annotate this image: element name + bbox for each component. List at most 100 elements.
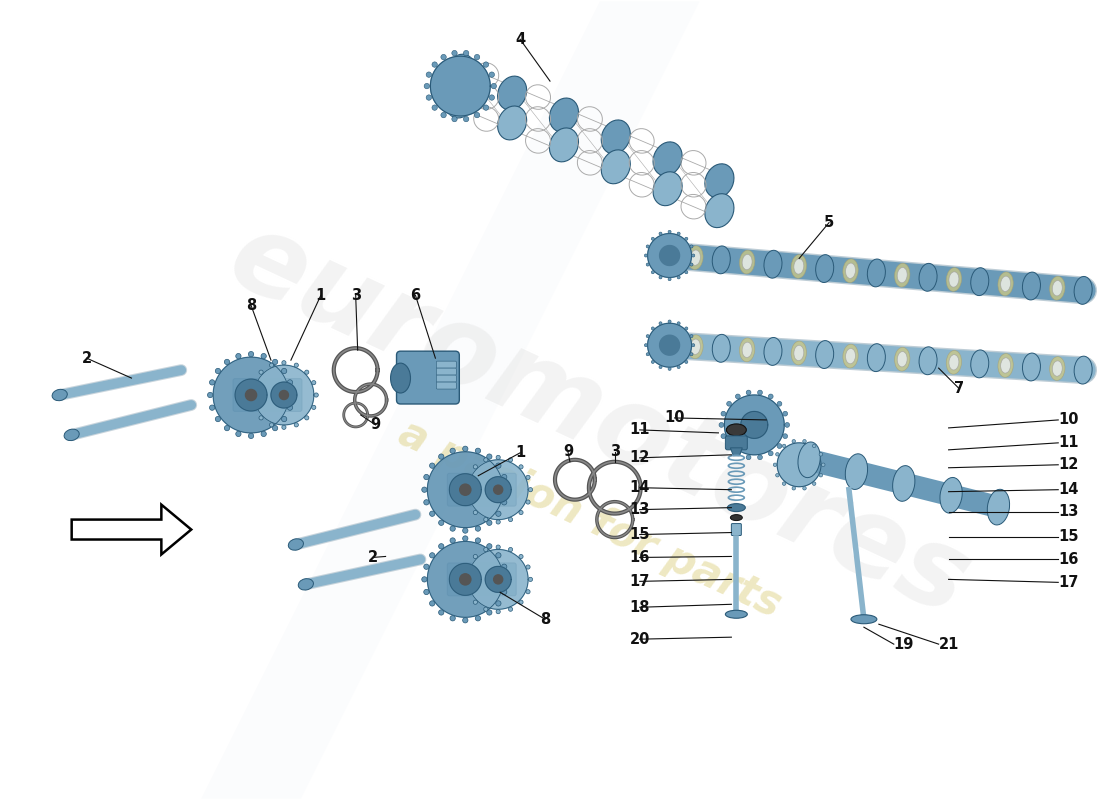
Text: 16: 16: [629, 550, 650, 565]
Ellipse shape: [898, 267, 907, 282]
Circle shape: [645, 254, 648, 257]
Ellipse shape: [971, 350, 989, 378]
Circle shape: [659, 232, 662, 235]
Circle shape: [651, 238, 654, 240]
Circle shape: [496, 511, 500, 516]
Circle shape: [432, 105, 438, 110]
Ellipse shape: [742, 254, 752, 270]
Circle shape: [678, 322, 680, 325]
Circle shape: [758, 390, 762, 395]
Text: 15: 15: [629, 527, 650, 542]
Circle shape: [209, 380, 214, 385]
Text: 10: 10: [664, 410, 685, 426]
Circle shape: [646, 353, 649, 356]
Circle shape: [311, 406, 316, 410]
Circle shape: [216, 368, 221, 374]
Ellipse shape: [653, 142, 682, 176]
Circle shape: [252, 381, 256, 385]
Circle shape: [424, 590, 429, 594]
Circle shape: [474, 113, 480, 118]
Circle shape: [746, 390, 751, 395]
Text: 13: 13: [1058, 504, 1079, 519]
Text: 17: 17: [629, 574, 650, 589]
Circle shape: [502, 500, 507, 505]
Circle shape: [270, 422, 274, 427]
Circle shape: [526, 590, 530, 594]
Circle shape: [685, 270, 688, 274]
FancyBboxPatch shape: [732, 523, 741, 535]
FancyBboxPatch shape: [437, 375, 456, 382]
Circle shape: [475, 448, 481, 454]
Circle shape: [494, 485, 503, 494]
Polygon shape: [648, 234, 692, 278]
Ellipse shape: [1001, 276, 1011, 291]
Circle shape: [646, 334, 649, 338]
Text: 14: 14: [629, 480, 650, 495]
Circle shape: [249, 434, 254, 438]
Text: 7: 7: [954, 381, 964, 395]
Circle shape: [496, 610, 500, 614]
Circle shape: [460, 484, 471, 495]
Ellipse shape: [1001, 358, 1011, 373]
Circle shape: [216, 417, 221, 422]
Text: 10: 10: [1058, 413, 1079, 427]
Circle shape: [258, 370, 263, 374]
Circle shape: [250, 393, 254, 397]
Circle shape: [502, 590, 507, 594]
Circle shape: [439, 520, 444, 526]
Circle shape: [690, 353, 693, 356]
Circle shape: [519, 554, 524, 558]
Ellipse shape: [898, 351, 907, 367]
Circle shape: [768, 394, 773, 399]
Circle shape: [496, 553, 500, 558]
Circle shape: [466, 475, 471, 479]
Ellipse shape: [946, 268, 961, 291]
Circle shape: [439, 454, 444, 459]
Circle shape: [496, 463, 500, 468]
Circle shape: [475, 538, 481, 543]
Circle shape: [484, 518, 488, 522]
Polygon shape: [485, 566, 512, 592]
Ellipse shape: [52, 390, 67, 401]
Ellipse shape: [843, 344, 858, 368]
Circle shape: [820, 474, 823, 477]
Circle shape: [776, 453, 779, 456]
Circle shape: [452, 50, 458, 56]
Circle shape: [645, 344, 648, 346]
Text: 13: 13: [629, 502, 650, 517]
Circle shape: [813, 482, 816, 486]
Circle shape: [463, 116, 469, 122]
Ellipse shape: [867, 259, 886, 287]
Circle shape: [483, 62, 488, 67]
Circle shape: [486, 610, 492, 615]
Text: 1: 1: [515, 446, 525, 460]
Ellipse shape: [602, 120, 630, 154]
Circle shape: [646, 263, 649, 266]
Ellipse shape: [843, 259, 858, 282]
Circle shape: [690, 334, 693, 338]
Text: 15: 15: [1058, 529, 1079, 544]
Circle shape: [668, 278, 671, 281]
Ellipse shape: [705, 194, 734, 228]
Circle shape: [484, 458, 488, 462]
Ellipse shape: [988, 490, 1010, 525]
Circle shape: [685, 360, 688, 363]
Circle shape: [421, 487, 427, 492]
Circle shape: [768, 451, 773, 456]
Circle shape: [450, 616, 455, 621]
Circle shape: [777, 444, 782, 449]
Circle shape: [235, 431, 241, 437]
Circle shape: [526, 500, 530, 504]
Circle shape: [504, 577, 509, 582]
Ellipse shape: [288, 538, 304, 550]
Circle shape: [273, 426, 277, 430]
Ellipse shape: [845, 454, 868, 490]
Text: 6: 6: [410, 288, 420, 303]
Circle shape: [502, 564, 507, 570]
Circle shape: [720, 434, 726, 438]
Circle shape: [287, 380, 293, 385]
Circle shape: [820, 453, 823, 456]
Ellipse shape: [791, 341, 806, 365]
Polygon shape: [660, 246, 680, 266]
Circle shape: [792, 486, 795, 490]
